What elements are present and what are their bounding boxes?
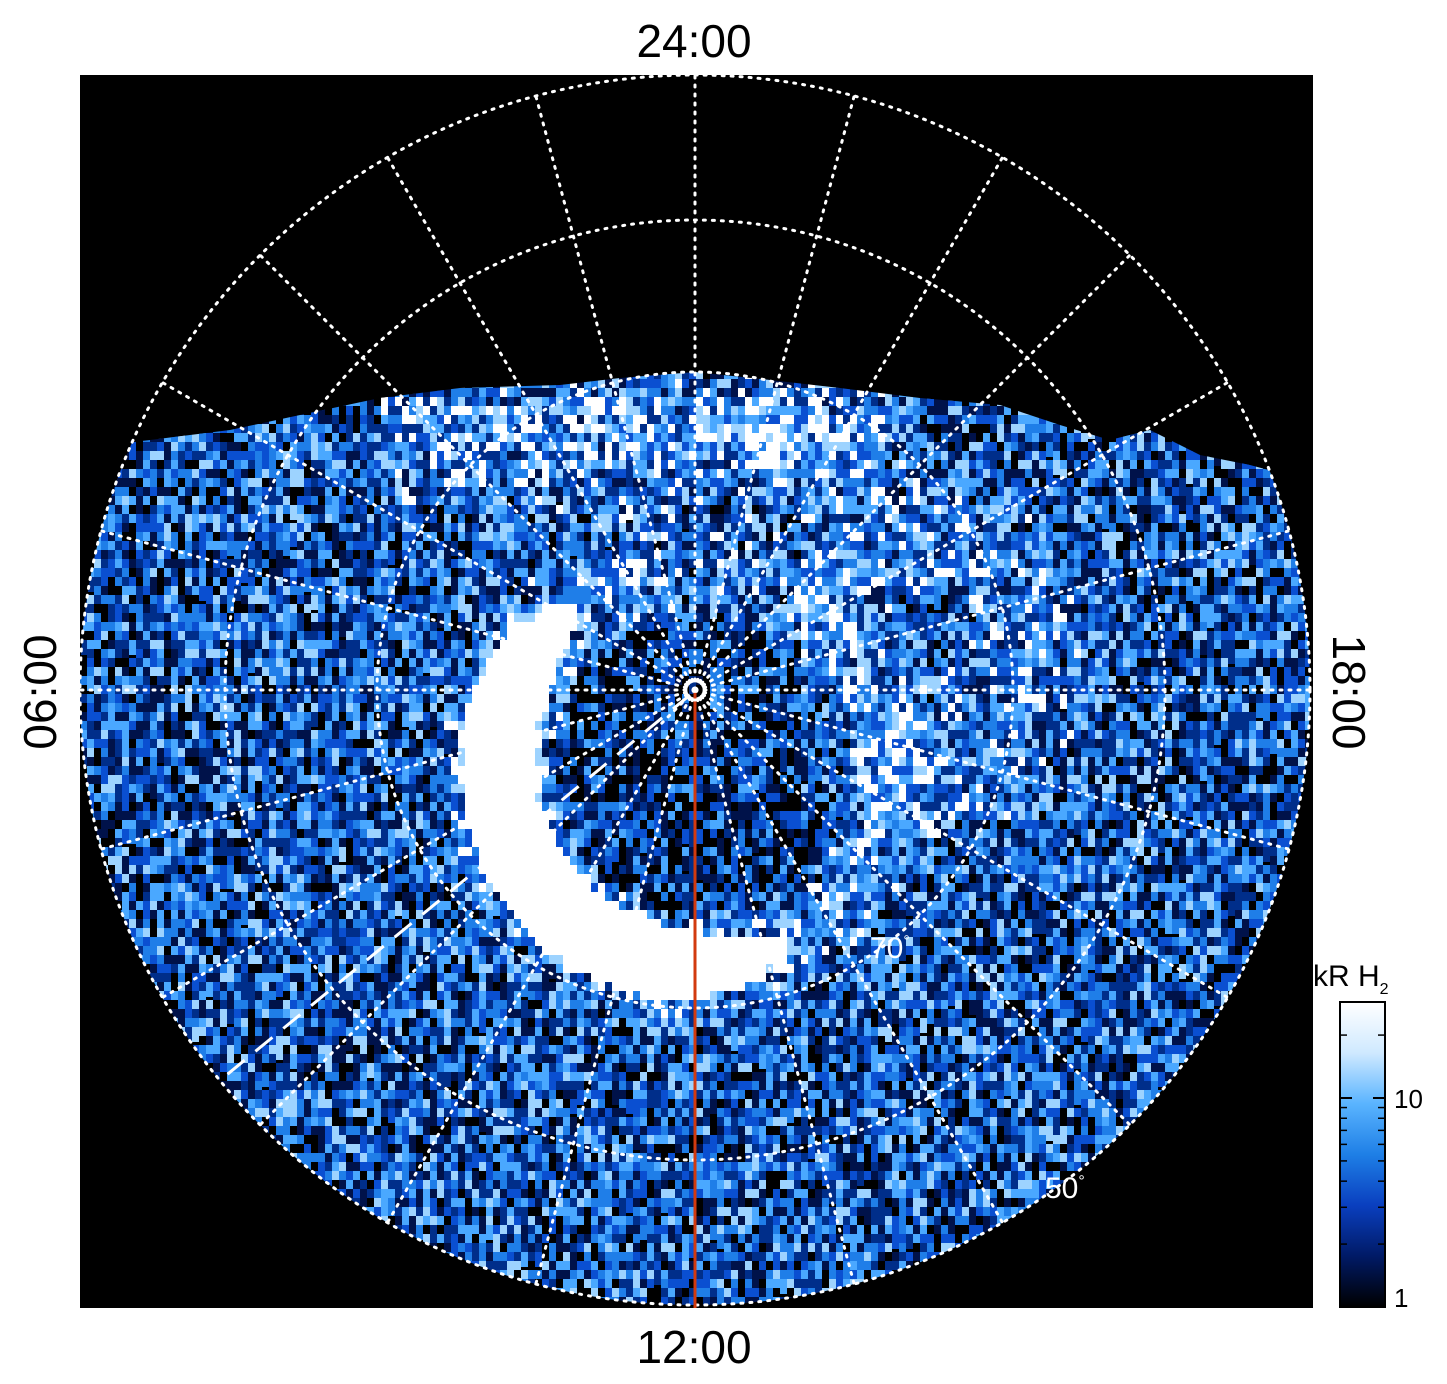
lt-label-left: 06:00 [14, 634, 66, 749]
colorbar-tick-1: 1 [1394, 1283, 1408, 1313]
lt-label-right: 18:00 [1323, 634, 1375, 749]
colorbar-title: kR H2 [1313, 960, 1389, 998]
dashed-track-line [217, 693, 691, 1084]
colorbar-gradient [1339, 1001, 1386, 1308]
lt-label-bottom: 12:00 [636, 1321, 751, 1373]
latitude-label-50: 50° [1045, 1172, 1085, 1205]
colorbar: kR H2 10 1 [1313, 960, 1423, 1313]
pole-marker [683, 678, 707, 702]
latitude-label-70: 70° [870, 932, 910, 965]
lt-label-top: 24:00 [636, 15, 751, 67]
colorbar-tick-10: 10 [1394, 1084, 1423, 1114]
